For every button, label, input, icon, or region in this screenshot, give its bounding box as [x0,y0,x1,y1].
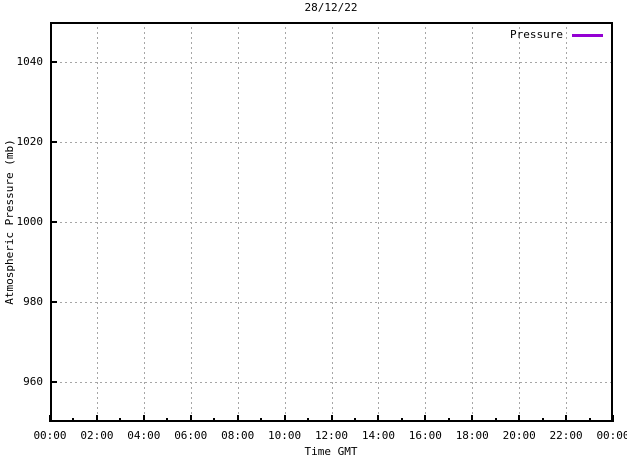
x-tick-label: 14:00 [361,429,395,442]
x-major-tick [424,415,427,422]
x-minor-tick [400,418,403,422]
y-major-tick [50,301,57,303]
gridline-horizontal [50,62,613,63]
y-major-tick [50,141,57,143]
x-tick-label: 18:00 [455,429,489,442]
x-major-tick [330,415,333,422]
x-tick-label: 16:00 [408,429,442,442]
x-minor-tick [119,418,122,422]
x-tick-label: 12:00 [314,429,349,442]
x-minor-tick [588,418,591,422]
x-major-tick [377,415,380,422]
x-minor-tick [72,418,75,422]
x-major-tick [95,415,98,422]
x-tick-label: 22:00 [549,429,583,442]
x-tick-label: 10:00 [268,429,302,442]
x-minor-tick [353,418,356,422]
gridline-horizontal [50,382,613,383]
x-minor-tick [260,418,263,422]
y-tick-label: 1020 [16,135,44,148]
gridline-horizontal [50,222,613,223]
y-tick-label: 960 [23,375,43,388]
gridline-horizontal [50,302,613,303]
y-tick-label: 1000 [16,215,44,228]
x-tick-label: 02:00 [80,429,114,442]
y-tick-label: 980 [23,295,43,308]
gridline-horizontal [50,142,613,143]
x-major-tick [471,415,474,422]
x-minor-tick [213,418,216,422]
x-tick-label: 00:00 [596,429,627,442]
x-minor-tick [307,418,310,422]
chart-title: 28/12/22 [304,1,358,14]
x-tick-label: 20:00 [502,429,536,442]
x-major-tick [518,415,521,422]
x-major-tick [565,415,568,422]
x-minor-tick [541,418,544,422]
x-minor-tick [166,418,169,422]
x-major-tick [142,415,145,422]
y-major-tick [50,381,57,383]
y-major-tick [50,61,57,63]
y-major-tick [50,221,57,223]
x-tick-label: 06:00 [174,429,208,442]
x-minor-tick [447,418,450,422]
x-tick-label: 04:00 [127,429,161,442]
x-major-tick [49,415,51,422]
legend-label-pressure: Pressure [510,28,563,41]
plot-area [49,22,614,422]
x-major-tick [236,415,239,422]
legend: Pressure [510,29,603,41]
x-tick-label: 00:00 [33,429,67,442]
y-tick-label: 1040 [16,55,44,68]
x-major-tick [283,415,286,422]
x-minor-tick [494,418,497,422]
x-major-tick [612,415,614,422]
legend-line-swatch-icon [572,33,603,37]
x-axis-title: Time GMT [304,445,358,458]
x-tick-label: 08:00 [221,429,255,442]
x-major-tick [189,415,192,422]
